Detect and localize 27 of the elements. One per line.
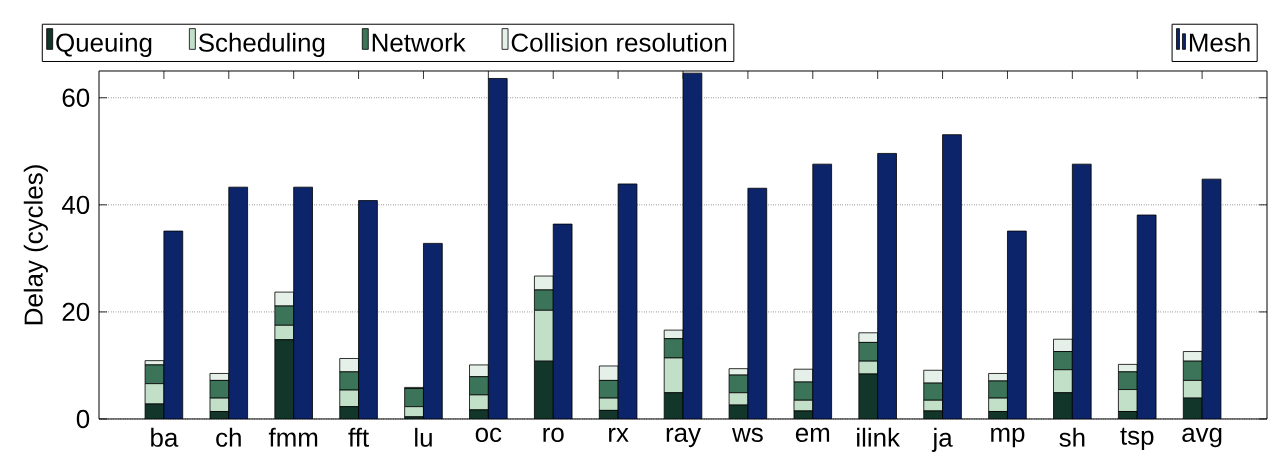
legend-label: Scheduling xyxy=(198,32,325,57)
y-axis-title: Delay (cycles) xyxy=(23,165,48,325)
x-tick-label: ja xyxy=(931,427,953,452)
x-tick-label: ilink xyxy=(857,427,901,447)
x-tick-label: sh xyxy=(1059,427,1085,447)
legend-label: Collision resolution xyxy=(511,32,727,52)
y-tick-label: 0 xyxy=(76,409,90,429)
x-tick-label: em xyxy=(795,427,830,443)
x-tick-label: oc xyxy=(475,427,502,443)
x-tick-label: ba xyxy=(151,427,179,447)
x-tick-label: lu xyxy=(415,427,432,447)
x-tick-label: ro xyxy=(543,427,564,443)
x-tick-label: avg xyxy=(1182,427,1222,448)
x-tick-label: ray xyxy=(666,427,701,448)
x-tick-label: fmm xyxy=(268,427,318,447)
x-tick-label: ws xyxy=(732,427,763,442)
y-tick-label: 20 xyxy=(62,302,90,322)
x-tick-label: ch xyxy=(216,427,241,447)
x-tick-label: fft xyxy=(348,427,369,447)
y-tick-label: 60 xyxy=(62,88,90,107)
x-tick-label: mp xyxy=(991,427,1025,448)
x-tick-label: rx xyxy=(609,427,629,442)
legend-label: Queuing xyxy=(56,32,152,57)
x-tick-label: tsp xyxy=(1120,427,1154,450)
y-tick-label: 40 xyxy=(61,195,90,214)
legend-label: Mesh xyxy=(1189,32,1250,52)
legend-label: Network xyxy=(372,32,466,52)
